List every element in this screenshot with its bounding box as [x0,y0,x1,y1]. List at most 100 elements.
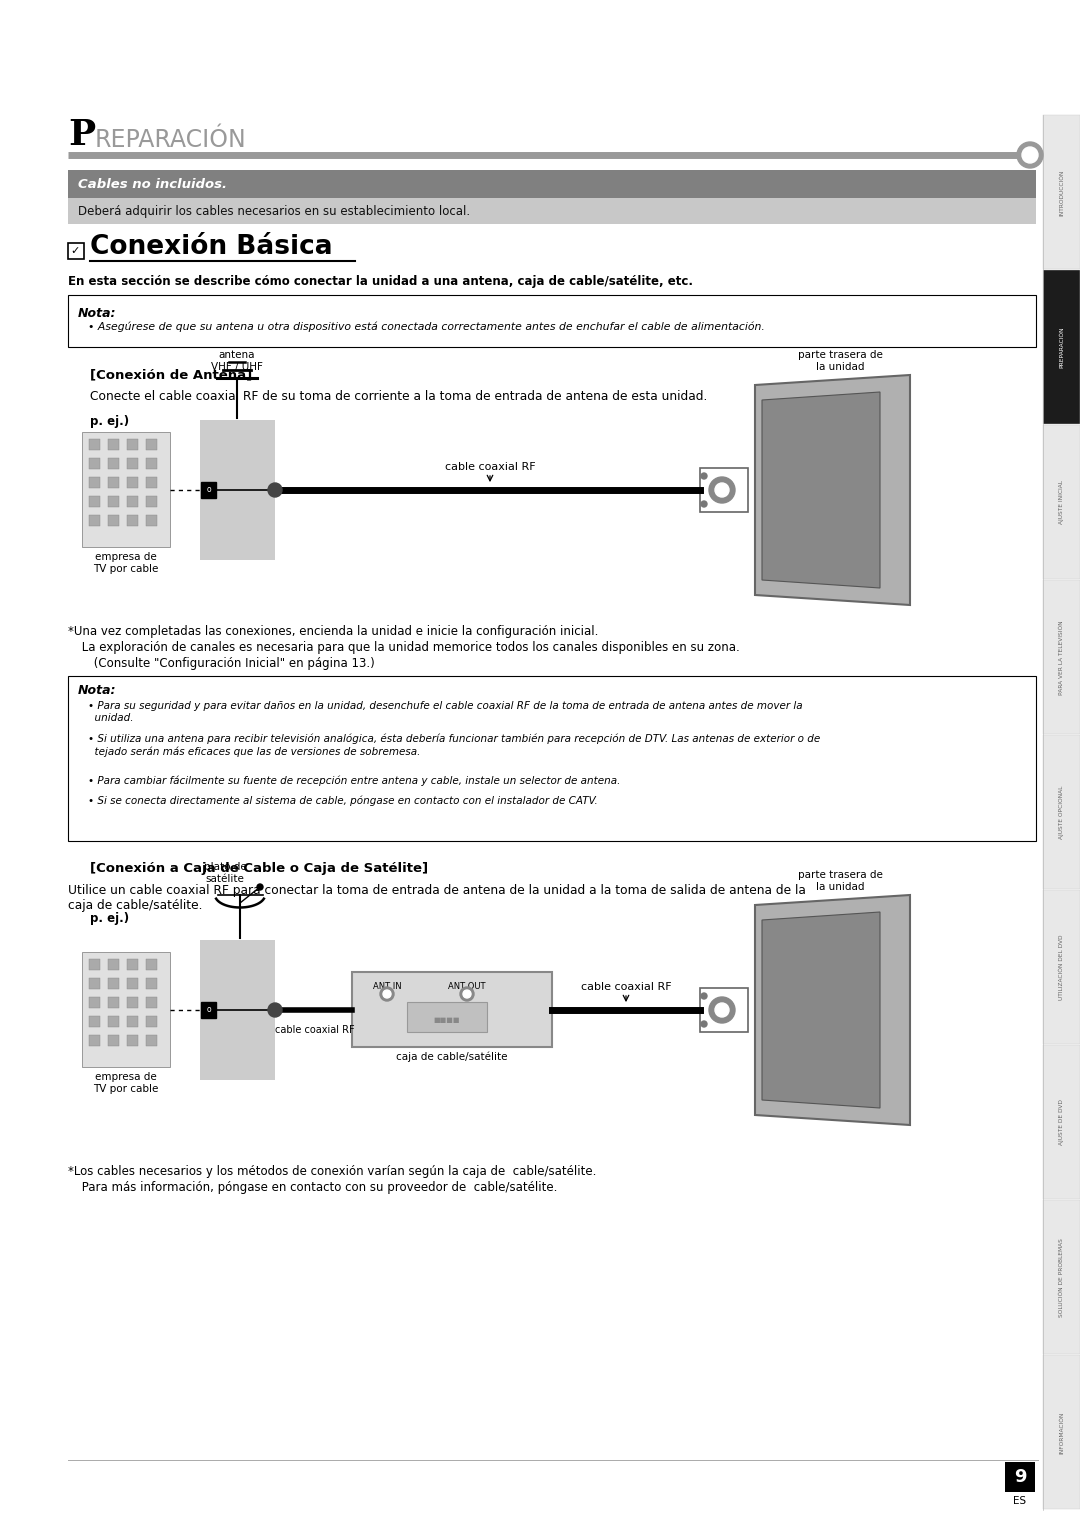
Text: SOLUCIÓN DE PROBLEMAS: SOLUCIÓN DE PROBLEMAS [1059,1238,1064,1317]
Bar [127,515,138,526]
Circle shape [715,1002,729,1018]
Bar [127,1016,138,1027]
Text: ■■■■: ■■■■ [434,1018,460,1024]
Text: p. ej.): p. ej.) [90,912,130,924]
Text: empresa de
TV por cable: empresa de TV por cable [93,552,159,573]
Polygon shape [755,374,910,605]
Bar [89,1034,100,1047]
Text: o: o [206,1005,212,1015]
Circle shape [268,1002,282,1018]
Text: ANT OUT: ANT OUT [448,983,486,992]
Bar [1043,581,1080,733]
Text: La exploración de canales es necesaria para que la unidad memorice todos los can: La exploración de canales es necesaria p… [78,642,740,654]
Circle shape [463,990,471,998]
Text: ANT IN: ANT IN [373,983,402,992]
Bar [201,1002,216,1018]
Bar [1043,1355,1080,1510]
Circle shape [708,477,735,503]
Bar [89,996,100,1008]
Text: Utilice un cable coaxial RF para conectar la toma de entrada de antena de la uni: Utilice un cable coaxial RF para conecta… [68,885,806,912]
Bar [146,458,157,469]
Text: ✓: ✓ [70,246,79,257]
Text: Nota:: Nota: [78,685,117,697]
Bar [1005,1462,1035,1491]
Circle shape [383,990,391,998]
Bar [89,497,100,507]
Bar [146,1016,157,1027]
Text: 9: 9 [1014,1468,1026,1487]
Text: PARA VER LA TELEVISIÓN: PARA VER LA TELEVISIÓN [1059,620,1064,695]
Bar [68,243,84,260]
Bar [108,996,119,1008]
Text: INTRODUCCIÓN: INTRODUCCIÓN [1059,170,1064,215]
Bar [700,989,748,1031]
Bar [108,1016,119,1027]
Bar [146,1034,157,1047]
Circle shape [701,501,707,507]
Bar [201,481,216,498]
Bar [82,952,170,1067]
Bar [127,458,138,469]
Bar [89,515,100,526]
Text: o: o [206,486,212,495]
Text: AJUSTE INICIAL: AJUSTE INICIAL [1059,480,1064,524]
Polygon shape [762,912,880,1108]
Text: ES: ES [1013,1496,1027,1507]
Bar [1043,115,1080,269]
Bar [89,1016,100,1027]
Bar [1043,735,1080,889]
Bar [68,295,1036,347]
Circle shape [1017,142,1043,168]
Text: parte trasera de
la unidad: parte trasera de la unidad [797,350,882,371]
Bar [108,477,119,487]
Bar [89,439,100,451]
Text: Nota:: Nota: [78,307,117,319]
Bar [127,439,138,451]
Bar [82,432,170,547]
Circle shape [701,474,707,478]
Bar [146,978,157,989]
Text: plato de
satélite: plato de satélite [204,862,246,883]
Bar [146,960,157,970]
Bar [89,477,100,487]
Circle shape [1022,147,1038,163]
Text: Cables no incluidos.: Cables no incluidos. [78,179,227,191]
Text: AJUSTE OPCIONAL: AJUSTE OPCIONAL [1059,785,1064,839]
Bar [68,170,1036,199]
Bar [127,1034,138,1047]
Bar [127,960,138,970]
Bar [89,978,100,989]
Bar [108,978,119,989]
Bar [1043,1199,1080,1354]
Bar [108,1034,119,1047]
Text: *Los cables necesarios y los métodos de conexión varían según la caja de  cable/: *Los cables necesarios y los métodos de … [68,1164,596,1178]
Circle shape [268,483,282,497]
Bar [127,996,138,1008]
Circle shape [715,483,729,497]
Text: • Si utiliza una antena para recibir televisión analógica, ésta debería funciona: • Si utiliza una antena para recibir tel… [87,733,820,756]
Bar [146,497,157,507]
Text: P: P [68,118,95,151]
Text: UTILIZACIÓN DEL DVD: UTILIZACIÓN DEL DVD [1059,935,1064,1001]
Bar [700,468,748,512]
Bar [200,940,275,1080]
Circle shape [701,993,707,999]
Polygon shape [762,393,880,588]
Circle shape [257,885,264,889]
Text: REPARACIÓN: REPARACIÓN [95,128,246,151]
Bar [1043,270,1080,423]
Circle shape [380,987,394,1001]
Text: cable coaxial RF: cable coaxial RF [445,461,536,472]
Text: cable coaxial RF: cable coaxial RF [275,1025,355,1034]
Bar [108,497,119,507]
Text: • Para cambiar fácilmente su fuente de recepción entre antena y cable, instale u: • Para cambiar fácilmente su fuente de r… [87,776,620,787]
Text: En esta sección se describe cómo conectar la unidad a una antena, caja de cable/: En esta sección se describe cómo conecta… [68,275,693,287]
Bar [146,477,157,487]
Text: PREPARACIÓN: PREPARACIÓN [1059,327,1064,368]
Text: INFORMACIÓN: INFORMACIÓN [1059,1412,1064,1453]
Bar [200,420,275,559]
Bar [1043,1045,1080,1199]
Text: p. ej.): p. ej.) [90,416,130,428]
Bar [127,497,138,507]
Text: Conexión Básica: Conexión Básica [90,234,333,260]
